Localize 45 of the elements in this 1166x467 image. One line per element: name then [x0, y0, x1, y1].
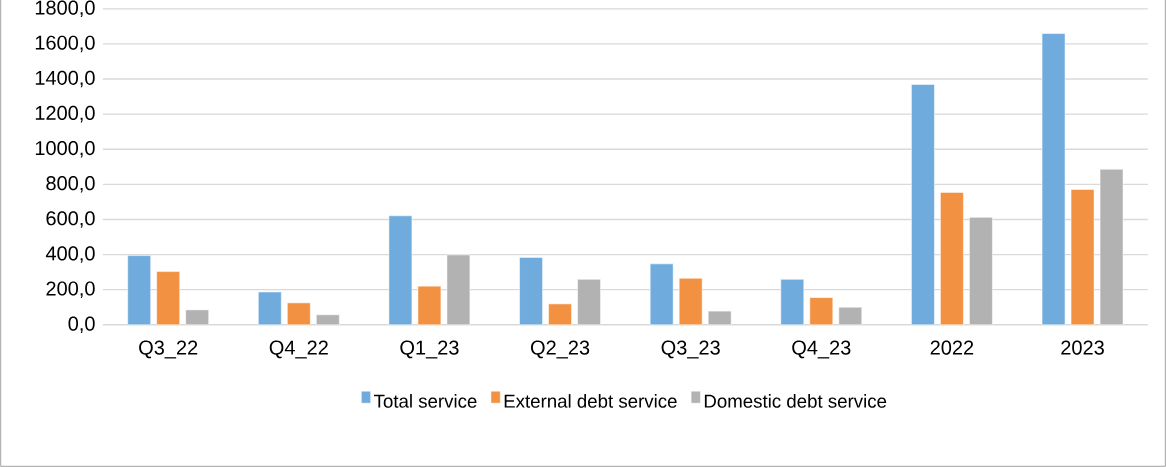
- legend-label: Total service: [374, 394, 477, 408]
- y-tick-label: 800,0: [46, 176, 95, 193]
- x-tick-label: Q2_23: [530, 340, 590, 359]
- y-tick-label: 1000,0: [35, 140, 95, 158]
- bar: [127, 255, 151, 326]
- x-tick-label: Q1_23: [400, 340, 459, 359]
- y-tick-label: 200,0: [46, 281, 95, 298]
- bar: [780, 279, 805, 326]
- bar: [969, 217, 993, 326]
- legend-label: Domestic debt service: [704, 394, 887, 408]
- bar: [678, 278, 703, 326]
- y-tick-label: 1200,0: [35, 105, 95, 123]
- x-tick-label: Q4_23: [792, 340, 851, 359]
- bar: [316, 314, 340, 326]
- y-tick-label: 0,0: [68, 316, 95, 334]
- y-tick-label: 600,0: [46, 211, 95, 228]
- x-tick-label: Q3_23: [661, 340, 720, 359]
- bar: [388, 215, 413, 326]
- y-tick-label: 1800,0: [35, 0, 95, 18]
- bar: [1070, 189, 1095, 326]
- y-tick-label: 1600,0: [35, 35, 95, 53]
- bar: [649, 263, 674, 326]
- bar: [446, 254, 471, 326]
- bar: [809, 297, 834, 326]
- x-tick-label: 2022: [930, 340, 974, 355]
- bar: [577, 279, 601, 326]
- y-tick-label: 1400,0: [35, 70, 95, 88]
- bar: [940, 192, 964, 326]
- bar: [707, 310, 732, 326]
- bar: [156, 271, 180, 326]
- bar: [519, 257, 543, 326]
- y-tick-label: 400,0: [45, 246, 95, 263]
- bar: [185, 309, 209, 326]
- bar: [287, 302, 311, 326]
- legend-label: External debt service: [504, 394, 677, 408]
- x-tick-label: Q3_22: [139, 340, 198, 359]
- bar: [1041, 33, 1066, 326]
- bar: [911, 84, 935, 326]
- bar: [838, 306, 863, 326]
- bar: [548, 303, 572, 326]
- x-tick-label: Q4_22: [269, 340, 328, 359]
- bar: [258, 291, 282, 326]
- x-tick-label: 2023: [1061, 340, 1104, 355]
- bar: [417, 285, 442, 326]
- bar: [1099, 168, 1124, 326]
